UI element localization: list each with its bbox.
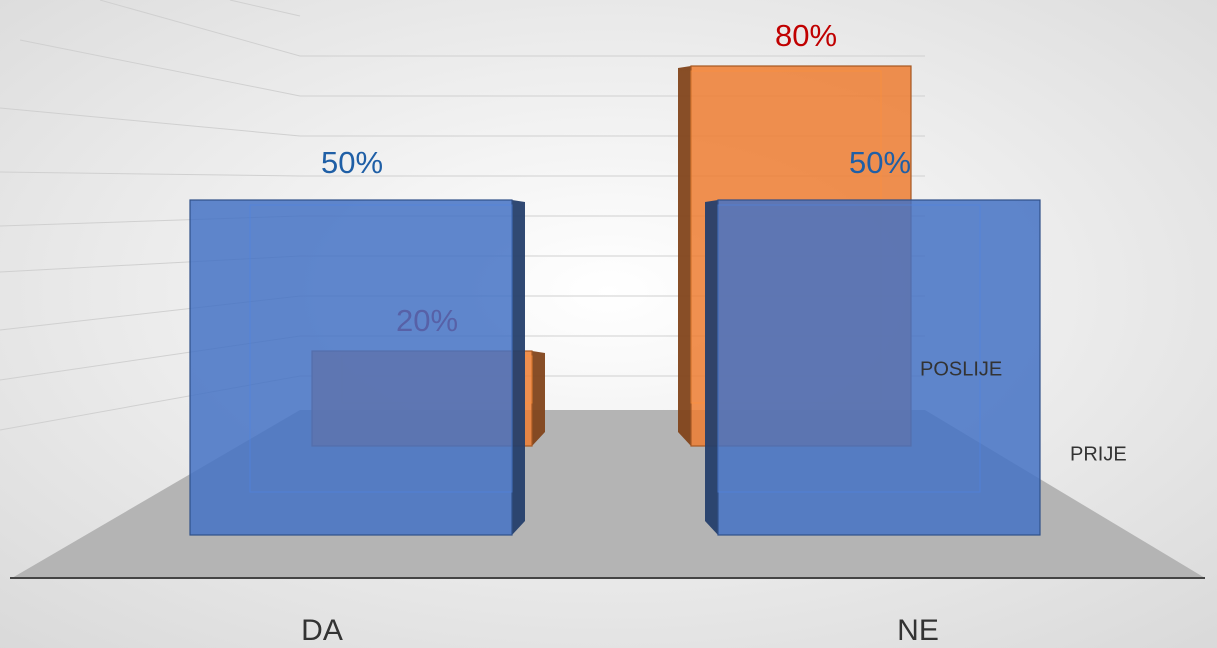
data-label: 50% xyxy=(849,145,911,180)
data-label: 80% xyxy=(775,18,837,53)
series-label: POSLIJE xyxy=(920,358,1002,380)
series-label: PRIJE xyxy=(1070,443,1127,465)
x-tick-label: NE xyxy=(897,614,939,647)
bar xyxy=(717,199,1041,536)
bar-side xyxy=(532,351,545,446)
bar xyxy=(189,199,513,536)
x-tick-label: DA xyxy=(301,614,343,647)
bar-side xyxy=(512,200,525,535)
bar-side xyxy=(678,66,691,446)
data-label: 50% xyxy=(321,145,383,180)
bar-side xyxy=(705,200,718,535)
bar-back-edge xyxy=(717,204,981,493)
bar-back-edge xyxy=(249,204,513,493)
